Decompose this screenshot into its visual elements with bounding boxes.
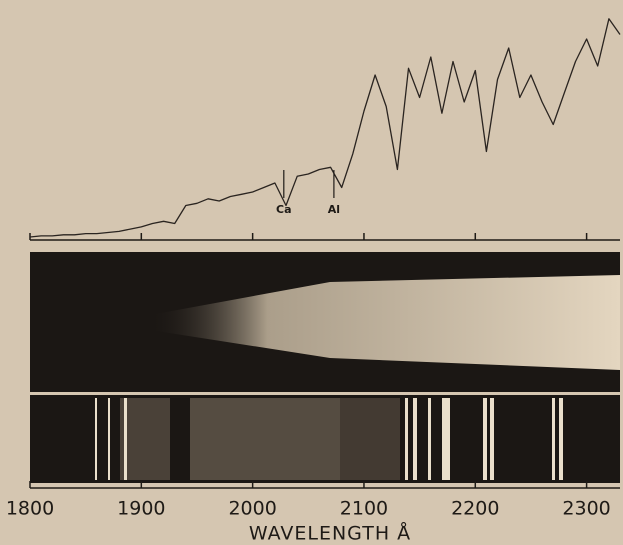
spectrogram-lines <box>95 398 563 480</box>
spectrogram-patch <box>190 398 340 480</box>
spectrogram-patch <box>120 398 170 480</box>
spectrum-line <box>29 18 621 238</box>
x-tick-label: 2300 <box>562 498 610 520</box>
x-axis-label: WAVELENGTH Å <box>249 522 411 545</box>
spectrogram-wedge <box>150 275 620 370</box>
annotation-label: Ca <box>276 203 292 216</box>
x-tick-label: 2000 <box>228 498 276 520</box>
x-tick-label: 2200 <box>451 498 499 520</box>
spectrogram-patch <box>340 398 400 480</box>
spectrogram <box>30 252 620 483</box>
x-tick-label: 2100 <box>340 498 388 520</box>
annotation-label: Al <box>328 203 340 216</box>
x-tick-label: 1900 <box>117 498 165 520</box>
x-tick-label: 1800 <box>6 498 54 520</box>
